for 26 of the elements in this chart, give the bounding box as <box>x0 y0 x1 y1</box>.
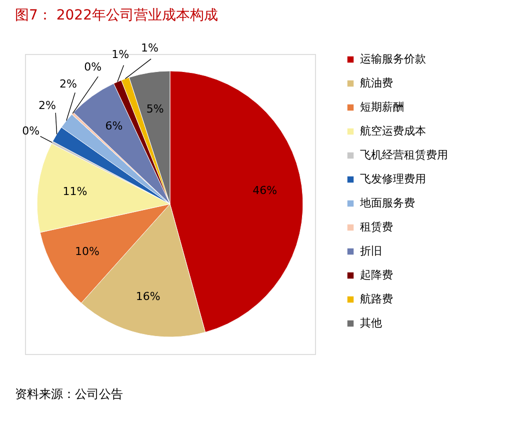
legend-label: 其他 <box>360 316 382 330</box>
chart-title: 图7： 2022年公司营业成本构成 <box>15 7 218 24</box>
data-label: 2% <box>59 78 77 91</box>
data-label: 0% <box>22 124 40 138</box>
data-label: 1% <box>140 41 158 54</box>
data-label: 0% <box>84 60 102 74</box>
legend-label: 飞机经营租赁费用 <box>360 148 448 162</box>
legend-label: 折旧 <box>360 244 382 258</box>
legend-label: 航油费 <box>360 76 393 90</box>
data-label: 6% <box>105 119 123 132</box>
legend-label: 航空运费成本 <box>360 124 426 138</box>
legend-label: 租赁费 <box>360 220 393 234</box>
legend-label: 运输服务价款 <box>360 52 426 66</box>
data-label: 46% <box>252 184 278 198</box>
legend-label: 短期薪酬 <box>360 100 404 114</box>
legend-label: 起降费 <box>360 268 393 282</box>
data-label: 16% <box>136 290 160 304</box>
data-label: 10% <box>75 245 100 258</box>
text: 资料来源：公司公告 <box>15 387 123 401</box>
legend-label: 飞发修理费用 <box>360 172 426 186</box>
data-label: 5% <box>146 102 164 116</box>
data-label: 2% <box>38 99 56 112</box>
legend-label: 航路费 <box>360 292 393 306</box>
legend-label: 地面服务费 <box>359 196 415 210</box>
data-label: 11% <box>62 184 88 198</box>
data-label: 1% <box>112 48 130 62</box>
